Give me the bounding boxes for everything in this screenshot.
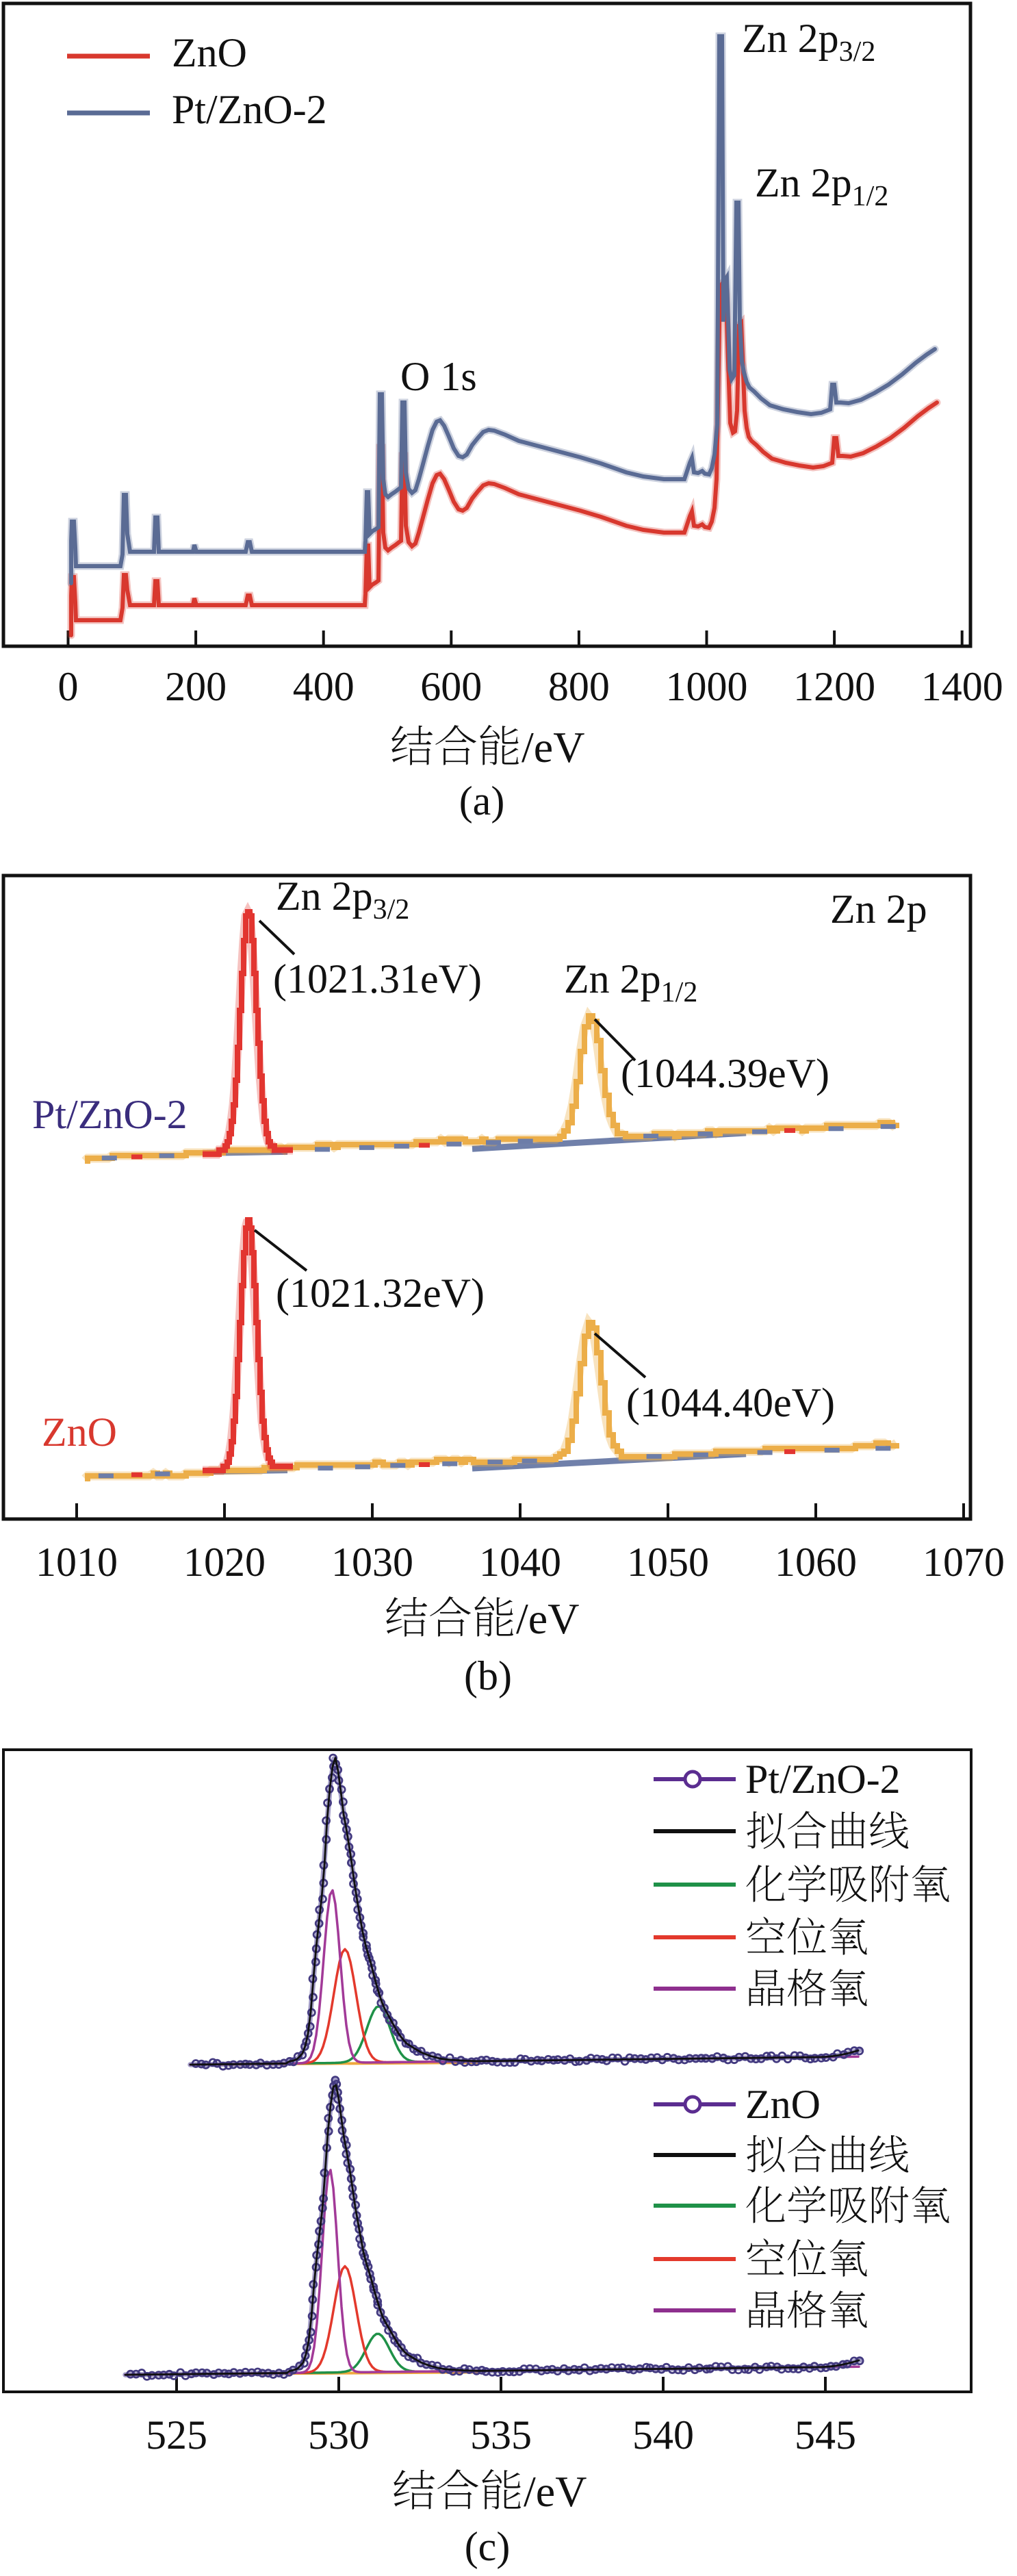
svg-text:Pt/ZnO-2: Pt/ZnO-2 [745,1757,901,1802]
svg-text:530: 530 [308,2412,370,2458]
svg-text:/eV: /eV [516,1594,579,1643]
svg-text:(a): (a) [459,778,505,824]
svg-text:800: 800 [548,664,610,709]
svg-text:545: 545 [795,2412,856,2458]
svg-text:1050: 1050 [627,1540,709,1585]
svg-text:1040: 1040 [479,1540,561,1585]
svg-text:Zn 2p: Zn 2p [830,887,927,932]
svg-text:Pt/ZnO-2: Pt/ZnO-2 [32,1092,188,1137]
svg-text:1060: 1060 [775,1540,857,1585]
svg-text:(1021.32eV): (1021.32eV) [276,1271,485,1316]
svg-text:/eV: /eV [522,723,584,771]
svg-text:1000: 1000 [666,664,748,709]
svg-text:(1021.31eV): (1021.31eV) [273,956,482,1002]
svg-text:(1044.39eV): (1044.39eV) [621,1051,829,1096]
svg-text:525: 525 [146,2412,207,2458]
svg-text:540: 540 [632,2412,694,2458]
svg-text:/eV: /eV [524,2467,587,2516]
svg-text:400: 400 [293,664,355,709]
svg-text:ZnO: ZnO [745,2082,821,2127]
svg-text:O 1s: O 1s [400,354,477,399]
svg-text:0: 0 [58,664,79,709]
svg-text:535: 535 [470,2412,532,2458]
svg-text:Pt/ZnO-2: Pt/ZnO-2 [172,87,327,132]
svg-text:1200: 1200 [793,664,875,709]
svg-text:(b): (b) [464,1653,512,1698]
svg-text:600: 600 [420,664,482,709]
svg-text:200: 200 [165,664,227,709]
svg-text:1400: 1400 [921,664,1003,709]
svg-text:ZnO: ZnO [172,30,247,75]
svg-text:(1044.40eV): (1044.40eV) [626,1380,835,1425]
svg-text:1070: 1070 [923,1540,1005,1585]
svg-text:(c): (c) [465,2524,511,2569]
svg-text:1020: 1020 [183,1540,266,1585]
svg-text:1010: 1010 [36,1540,118,1585]
svg-text:1030: 1030 [331,1540,413,1585]
svg-text:ZnO: ZnO [42,1410,117,1455]
